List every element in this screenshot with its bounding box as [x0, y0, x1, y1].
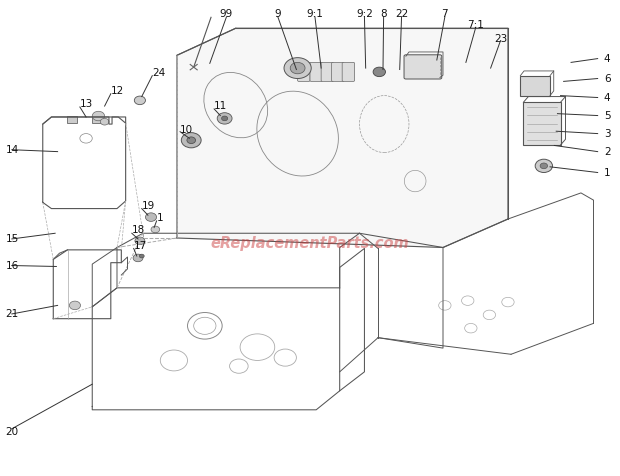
Text: 9:2: 9:2	[356, 9, 373, 19]
Text: 9: 9	[275, 9, 281, 19]
Circle shape	[535, 159, 552, 172]
Text: 16: 16	[6, 260, 19, 270]
Text: 4: 4	[604, 92, 611, 102]
FancyBboxPatch shape	[404, 55, 442, 79]
Text: 15: 15	[6, 234, 19, 244]
FancyBboxPatch shape	[523, 102, 560, 145]
Circle shape	[92, 111, 105, 121]
Text: 4: 4	[604, 54, 611, 64]
FancyBboxPatch shape	[310, 62, 322, 81]
Circle shape	[135, 237, 145, 245]
FancyBboxPatch shape	[520, 76, 550, 96]
FancyBboxPatch shape	[321, 62, 334, 81]
FancyBboxPatch shape	[92, 116, 102, 123]
Circle shape	[221, 116, 228, 121]
Text: 5: 5	[604, 110, 611, 120]
Text: 10: 10	[180, 125, 193, 135]
Circle shape	[181, 133, 201, 148]
Circle shape	[284, 58, 311, 79]
Circle shape	[140, 254, 144, 258]
Text: 13: 13	[80, 99, 93, 109]
Text: 12: 12	[111, 86, 124, 96]
Text: 11: 11	[214, 101, 228, 111]
FancyBboxPatch shape	[298, 62, 310, 81]
Circle shape	[217, 113, 232, 124]
Polygon shape	[177, 28, 508, 248]
Text: 21: 21	[6, 309, 19, 319]
Text: 7:1: 7:1	[467, 20, 484, 30]
Text: 7: 7	[441, 9, 448, 19]
Text: 18: 18	[132, 226, 145, 236]
Circle shape	[69, 301, 81, 310]
Circle shape	[187, 137, 195, 144]
Circle shape	[540, 163, 547, 169]
Text: 6: 6	[604, 73, 611, 83]
Text: 19: 19	[142, 201, 155, 211]
Text: 8: 8	[380, 9, 387, 19]
Circle shape	[100, 119, 109, 125]
Text: 99: 99	[220, 9, 233, 19]
FancyBboxPatch shape	[332, 62, 344, 81]
Circle shape	[373, 67, 386, 77]
FancyBboxPatch shape	[67, 116, 77, 123]
Text: eReplacementParts.com: eReplacementParts.com	[211, 236, 409, 251]
Circle shape	[146, 213, 157, 221]
Text: 9:1: 9:1	[306, 9, 324, 19]
Text: 17: 17	[134, 240, 147, 250]
Circle shape	[133, 254, 143, 262]
Text: 1: 1	[157, 213, 163, 223]
Circle shape	[290, 62, 305, 74]
Text: 23: 23	[494, 34, 507, 44]
Text: 3: 3	[604, 129, 611, 139]
Text: 20: 20	[6, 426, 19, 436]
Circle shape	[135, 96, 146, 105]
Circle shape	[151, 226, 160, 233]
FancyBboxPatch shape	[342, 62, 355, 81]
Text: 24: 24	[153, 68, 166, 78]
Text: 14: 14	[6, 145, 19, 155]
Text: 22: 22	[395, 9, 408, 19]
Text: 1: 1	[604, 168, 611, 178]
Text: 2: 2	[604, 147, 611, 157]
